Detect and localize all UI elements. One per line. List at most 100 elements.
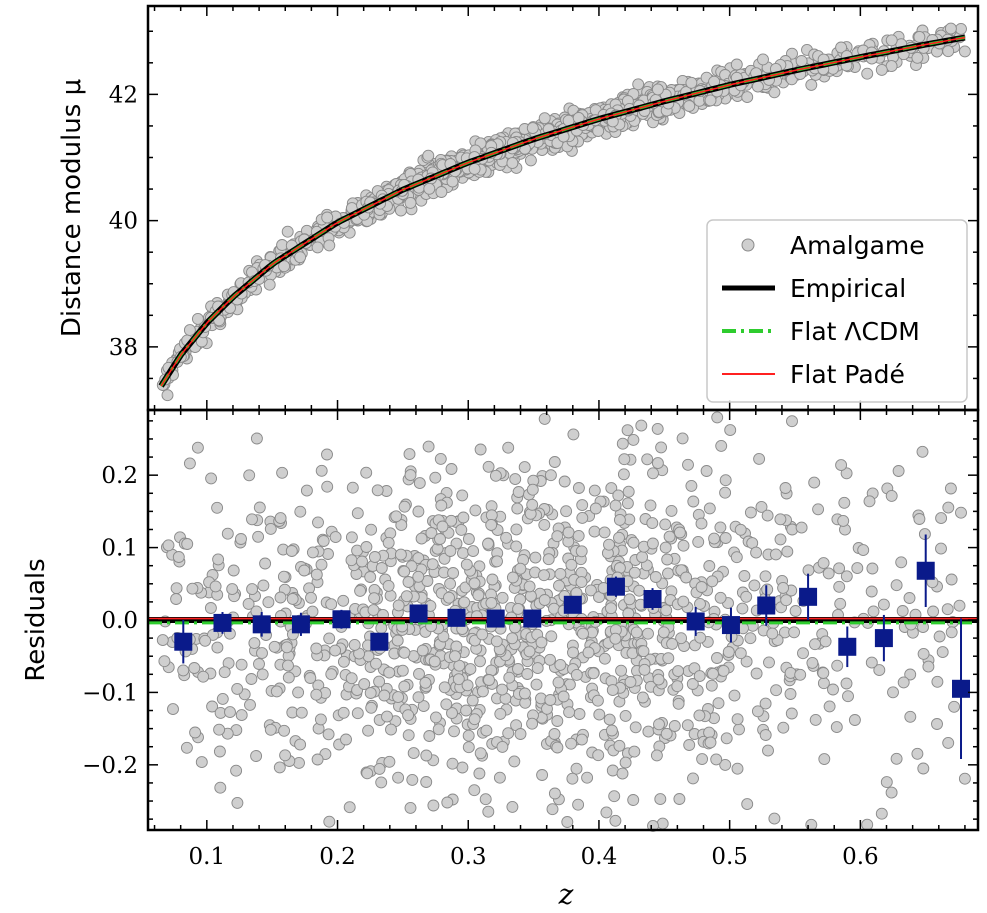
residual-point: [500, 531, 513, 544]
residual-point: [456, 489, 469, 502]
residual-point: [592, 749, 605, 762]
residual-point: [419, 676, 432, 689]
residual-point: [360, 466, 373, 479]
residual-point: [480, 724, 493, 737]
residual-point: [455, 523, 468, 536]
residual-point: [636, 691, 649, 704]
residual-point: [423, 730, 436, 742]
residual-point: [588, 484, 601, 497]
residual-point: [514, 562, 527, 575]
residual-point: [381, 710, 393, 723]
residual-point: [728, 689, 741, 702]
residual-point: [685, 479, 698, 492]
residual-point: [441, 796, 454, 809]
residual-point: [687, 495, 700, 508]
x-tick-label: 0.4: [581, 844, 618, 870]
binned-residual-marker: [174, 632, 193, 651]
residual-point: [806, 656, 819, 669]
residual-point: [447, 567, 460, 579]
residual-point: [345, 554, 358, 567]
residual-point: [686, 678, 699, 690]
residual-point: [438, 552, 451, 565]
residual-point: [382, 579, 395, 592]
residual-point: [286, 592, 299, 605]
legend-box: [706, 219, 968, 403]
residual-point: [264, 723, 277, 736]
residual-point: [762, 744, 774, 757]
residual-point: [300, 484, 313, 497]
residual-point: [375, 562, 388, 574]
amalgame-point: [632, 78, 645, 91]
residual-point: [276, 466, 289, 479]
residual-point: [609, 814, 622, 827]
residual-point: [348, 638, 361, 651]
top-y-tick-label: 42: [109, 82, 138, 108]
residual-point: [170, 593, 183, 605]
amalgame-point: [183, 324, 196, 337]
residual-point: [560, 505, 573, 518]
residual-point: [570, 668, 583, 681]
residual-point: [714, 591, 727, 604]
residual-point: [364, 687, 377, 699]
residual-point: [633, 584, 646, 597]
residual-point: [575, 576, 588, 589]
residual-point: [482, 537, 494, 550]
residual-point: [598, 526, 611, 539]
residual-point: [337, 706, 350, 719]
residual-point: [314, 713, 327, 726]
amalgame-point: [885, 34, 898, 47]
amalgame-point: [795, 55, 808, 67]
residual-point: [466, 694, 479, 707]
residual-point: [589, 502, 602, 515]
residual-point: [211, 641, 224, 654]
residual-point: [584, 584, 597, 597]
zero-reference-lines: [148, 617, 978, 625]
amalgame-point: [683, 100, 696, 112]
residual-point: [942, 501, 955, 514]
residual-point: [482, 460, 495, 473]
residual-point: [544, 653, 556, 666]
residual-point: [618, 453, 631, 466]
residual-point: [546, 803, 559, 816]
bottom-y-tick-labels: −0.2 −0.1 0.0 0.1 0.2: [82, 463, 138, 779]
residual-point: [224, 706, 236, 719]
residual-point: [438, 681, 451, 694]
residual-point: [785, 707, 798, 720]
residual-point: [659, 518, 672, 531]
residual-point: [744, 632, 757, 645]
residual-point: [638, 663, 651, 676]
residual-point: [365, 701, 378, 714]
amalgame-point: [294, 251, 307, 264]
residual-point: [373, 675, 386, 688]
residual-point: [180, 741, 193, 754]
residual-point: [457, 511, 470, 524]
residual-point: [774, 513, 787, 526]
binned-residual-marker: [643, 590, 662, 608]
residual-point: [378, 689, 391, 702]
residual-point: [315, 464, 328, 477]
residual-point: [628, 566, 641, 579]
residual-point: [744, 506, 757, 519]
legend: Amalgame Empirical Flat ΛCDM Flat Padé: [706, 219, 968, 403]
residual-point: [941, 603, 954, 616]
amalgame-point: [422, 149, 435, 162]
residual-point: [609, 499, 622, 512]
residual-point: [315, 558, 328, 571]
amalgame-point: [805, 78, 818, 91]
residual-point: [382, 536, 395, 549]
residual-point: [647, 467, 659, 480]
residual-point: [226, 583, 239, 596]
residual-point: [795, 521, 808, 534]
residual-point: [448, 725, 460, 738]
residual-point: [244, 698, 256, 711]
residual-point: [911, 747, 924, 760]
residual-point: [490, 635, 503, 648]
binned-residual-marker: [252, 615, 271, 634]
residual-point: [544, 694, 557, 706]
residual-point: [861, 818, 874, 831]
residual-point: [653, 718, 665, 731]
residual-point: [822, 567, 835, 580]
residual-point: [395, 519, 408, 532]
residual-point: [554, 658, 567, 671]
residual-point: [345, 531, 358, 544]
